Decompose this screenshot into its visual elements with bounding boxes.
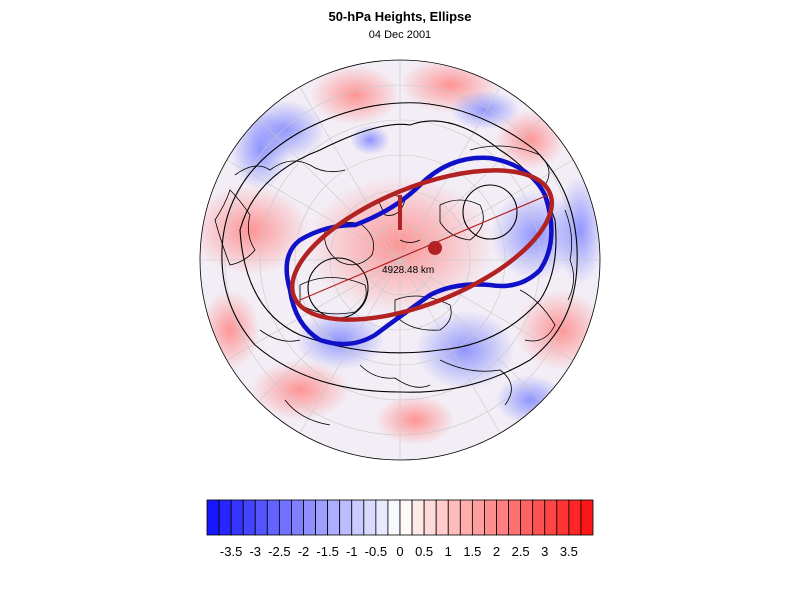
colorbar-box <box>254 499 268 536</box>
colorbar-box <box>544 499 558 536</box>
colorbar-tick-label: 0.5 <box>415 544 433 559</box>
colorbar-box <box>291 499 304 536</box>
colorbar-box <box>206 499 220 536</box>
colorbar-box <box>423 499 437 536</box>
colorbar-box <box>411 499 425 536</box>
colorbar-box <box>471 499 485 536</box>
colorbar-tick-label: 3 <box>541 544 548 559</box>
colorbar-box <box>363 499 377 536</box>
colorbar-box <box>327 499 341 536</box>
colorbar-tick-label: 1.5 <box>463 544 481 559</box>
colorbar-boxes <box>206 499 594 536</box>
colorbar-box <box>484 499 497 536</box>
colorbar-box <box>266 499 280 536</box>
map-title: 50-hPa Heights, Ellipse <box>328 9 472 24</box>
colorbar-tick-label: -1 <box>346 544 358 559</box>
ellipse-center-marker <box>428 241 442 255</box>
vortex-edge-contour <box>284 155 554 347</box>
colorbar-tick-label: 2.5 <box>512 544 530 559</box>
coastlines <box>214 145 574 426</box>
colorbar-ticks: -3.5 -3 -2.5 -2 -1.5 -1 -0.5 0 0.5 1 1.5 2 2.5 3 3.5 <box>220 544 578 559</box>
colorbar-tick-label: -2 <box>298 544 310 559</box>
map-subtitle: 04 Dec 2001 <box>368 29 432 41</box>
colorbar-tick-label: -3.5 <box>220 544 242 559</box>
colorbar-tick-label: 1 <box>445 544 452 559</box>
fitted-ellipse <box>289 168 555 322</box>
colorbar-box <box>580 499 594 536</box>
colorbar-tick-label: 2 <box>493 544 500 559</box>
colorbar-box <box>435 499 449 536</box>
colorbar-box <box>447 499 461 536</box>
colorbar-box <box>278 499 292 536</box>
colorbar-tick-label: -2.5 <box>268 544 290 559</box>
colorbar-box <box>520 499 534 536</box>
colorbar-box <box>556 499 570 536</box>
colorbar-box <box>315 499 329 536</box>
colorbar-box <box>218 499 232 536</box>
colorbar-box <box>242 499 256 536</box>
colorbar-box <box>375 499 389 536</box>
globe-outline <box>199 59 601 461</box>
colorbar-box <box>230 499 244 536</box>
colorbar-tick-label: 0 <box>396 544 403 559</box>
colorbar-box <box>351 499 365 536</box>
ellipse-major-axis <box>299 194 549 301</box>
colorbar-box <box>459 499 473 536</box>
colorbar-box <box>387 499 401 536</box>
colorbar-box <box>508 499 522 536</box>
colorbar-box <box>532 499 546 536</box>
colorbar-box <box>303 499 316 536</box>
colorbar-box <box>339 499 353 536</box>
distance-label: 4928.48 km <box>382 265 434 276</box>
colorbar-tick-label: 3.5 <box>560 544 578 559</box>
colorbar-box <box>496 499 509 536</box>
colorbar-tick-label: -3 <box>249 544 261 559</box>
colorbar-box <box>568 499 582 536</box>
colorbar-box <box>399 499 413 536</box>
colorbar-tick-label: -1.5 <box>316 544 338 559</box>
colorbar-tick-label: -0.5 <box>365 544 387 559</box>
